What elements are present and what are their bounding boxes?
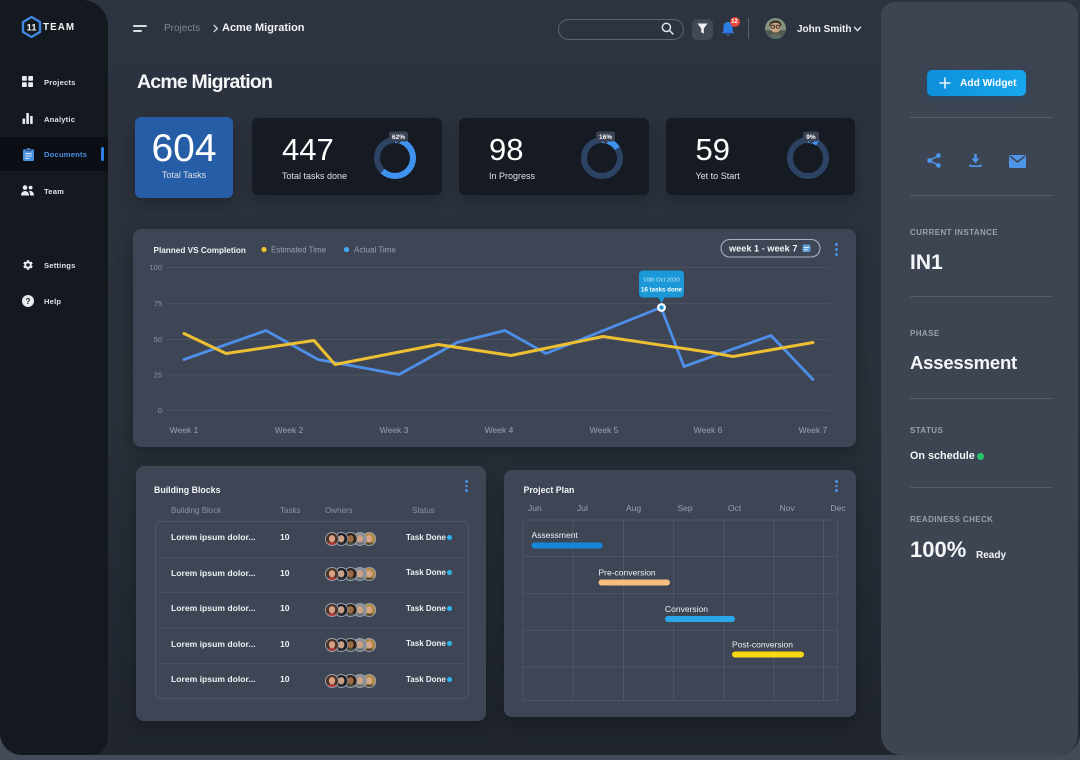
svg-text:Oct: Oct bbox=[728, 503, 742, 513]
svg-text:Week 1: Week 1 bbox=[170, 425, 199, 435]
svg-text:Post-conversion: Post-conversion bbox=[732, 640, 793, 650]
svg-text:11: 11 bbox=[26, 23, 37, 34]
svg-text:50: 50 bbox=[154, 335, 162, 344]
svg-text:Week 5: Week 5 bbox=[590, 425, 619, 435]
svg-text:week 1 - week 7: week 1 - week 7 bbox=[728, 243, 797, 253]
svg-text:Week 6: Week 6 bbox=[694, 425, 723, 435]
svg-text:Week 7: Week 7 bbox=[799, 425, 828, 435]
svg-text:Actual Time: Actual Time bbox=[354, 245, 396, 254]
svg-text:25: 25 bbox=[154, 370, 162, 379]
svg-text:Jun: Jun bbox=[528, 503, 542, 513]
svg-text:Week 3: Week 3 bbox=[380, 425, 409, 435]
svg-text:16%: 16% bbox=[599, 134, 612, 141]
svg-text:Estimated Time: Estimated Time bbox=[271, 245, 327, 254]
svg-text:Week 2: Week 2 bbox=[275, 425, 304, 435]
svg-text:Dec: Dec bbox=[831, 503, 847, 513]
svg-text:Week 4: Week 4 bbox=[485, 425, 514, 435]
svg-text:Planned VS Completion: Planned VS Completion bbox=[154, 246, 246, 255]
svg-text:9%: 9% bbox=[806, 134, 816, 141]
svg-text:?: ? bbox=[26, 297, 31, 306]
svg-text:100: 100 bbox=[149, 263, 162, 272]
svg-text:Sep: Sep bbox=[678, 503, 693, 513]
svg-text:Nov: Nov bbox=[780, 503, 796, 513]
svg-text:Jul: Jul bbox=[577, 503, 588, 513]
svg-text:10th Oct 2020: 10th Oct 2020 bbox=[643, 277, 679, 283]
svg-text:0: 0 bbox=[158, 406, 162, 415]
svg-text:Assessment: Assessment bbox=[532, 530, 579, 540]
svg-text:Conversion: Conversion bbox=[665, 604, 708, 614]
svg-text:62%: 62% bbox=[392, 134, 405, 141]
svg-text:Aug: Aug bbox=[626, 503, 641, 513]
svg-text:75: 75 bbox=[154, 299, 162, 308]
svg-text:16 tasks done: 16 tasks done bbox=[641, 286, 682, 293]
svg-text:Pre-conversion: Pre-conversion bbox=[599, 568, 656, 578]
